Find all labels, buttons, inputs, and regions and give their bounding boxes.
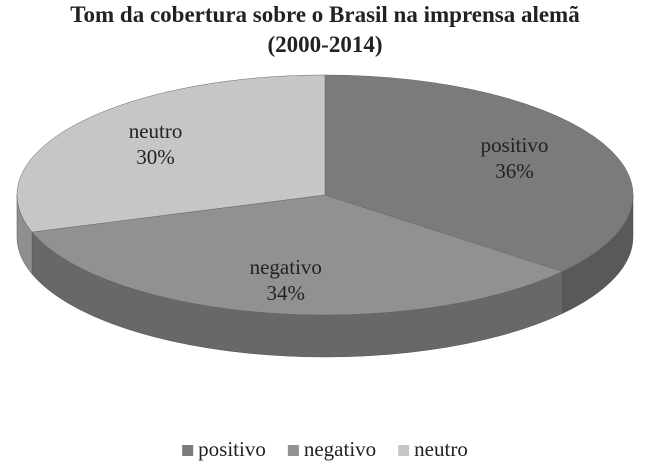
legend-label: positivo [198,437,266,461]
legend-item: positivo [182,437,266,461]
pie-slice [31,194,563,316]
pie-slice [16,74,326,233]
legend: positivo negativo neutro [182,437,468,461]
chart-title: Tom da cobertura sobre o Brasil na impre… [70,2,592,57]
legend-label: negativo [304,437,376,461]
legend-label: neutro [414,437,468,461]
legend-item: neutro [398,437,468,461]
data-label-category: positivo [481,133,549,157]
data-label-category: neutro [129,119,183,143]
data-label-value: 30% [136,145,175,169]
legend-swatch [182,445,194,456]
data-label-category: negativo [250,255,322,279]
legend-item: negativo [287,437,376,461]
pie-slice [324,74,634,272]
data-label-value: 36% [495,159,534,183]
legend-swatch [398,445,410,456]
data-label-value: 34% [267,281,306,305]
legend-swatch [287,445,299,456]
